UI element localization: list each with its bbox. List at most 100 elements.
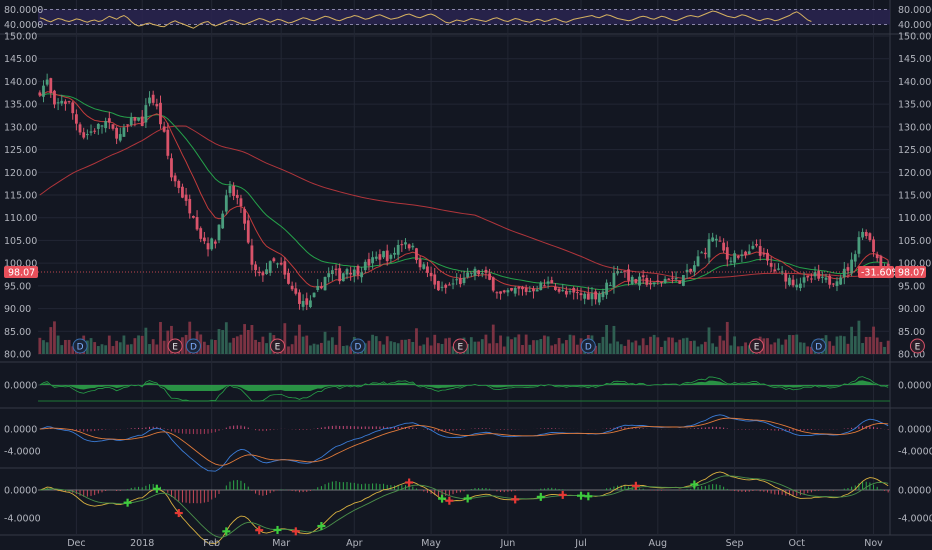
candle-body[interactable]	[202, 237, 206, 242]
candle-body[interactable]	[261, 272, 265, 276]
candle-body[interactable]	[177, 181, 181, 188]
buy-signal-marker[interactable]	[690, 480, 699, 489]
candle-body[interactable]	[411, 245, 415, 248]
buy-signal-marker[interactable]	[123, 498, 132, 507]
candle-body[interactable]	[652, 282, 656, 285]
candle-body[interactable]	[184, 194, 188, 201]
candle-body[interactable]	[623, 270, 627, 272]
candle-body[interactable]	[53, 90, 56, 105]
candle-body[interactable]	[480, 273, 484, 275]
candle-body[interactable]	[294, 288, 298, 294]
candle-body[interactable]	[96, 123, 100, 129]
candle-body[interactable]	[711, 237, 715, 242]
buy-signal-marker[interactable]	[438, 494, 447, 503]
candle-body[interactable]	[762, 253, 766, 255]
candle-body[interactable]	[221, 213, 225, 229]
candle-body[interactable]	[769, 262, 773, 267]
candle-body[interactable]	[875, 254, 879, 259]
candle-body[interactable]	[524, 287, 528, 292]
candle-body[interactable]	[385, 250, 389, 262]
candle-body[interactable]	[656, 280, 660, 282]
candle-body[interactable]	[356, 265, 360, 275]
candle-body[interactable]	[404, 242, 407, 245]
candle-body[interactable]	[415, 248, 418, 261]
candle-body[interactable]	[440, 286, 444, 288]
sell-signal-marker[interactable]	[405, 478, 414, 487]
earnings-marker[interactable]	[167, 338, 183, 354]
candle-body[interactable]	[181, 186, 184, 198]
candle-body[interactable]	[290, 285, 294, 290]
candle-body[interactable]	[129, 117, 133, 126]
candle-body[interactable]	[586, 293, 590, 300]
candle-body[interactable]	[601, 291, 605, 298]
candle-body[interactable]	[806, 275, 810, 278]
candle-body[interactable]	[689, 268, 693, 272]
sell-signal-marker[interactable]	[445, 496, 454, 505]
candle-body[interactable]	[561, 290, 565, 292]
buy-signal-marker[interactable]	[584, 492, 593, 501]
candle-body[interactable]	[641, 275, 645, 278]
candle-body[interactable]	[287, 272, 290, 284]
candle-body[interactable]	[473, 268, 477, 276]
candle-body[interactable]	[283, 261, 287, 275]
candle-body[interactable]	[469, 272, 473, 274]
oscillator-panel-3[interactable]: 0.0000 0.0000 -4.0000 -4.0000	[4, 471, 932, 545]
candle-body[interactable]	[195, 217, 199, 230]
candle-body[interactable]	[56, 102, 60, 104]
candle-body[interactable]	[111, 124, 115, 129]
candle-body[interactable]	[38, 92, 42, 96]
candle-body[interactable]	[393, 252, 396, 255]
candle-body[interactable]	[517, 286, 521, 289]
candle-body[interactable]	[506, 290, 510, 293]
candle-body[interactable]	[210, 238, 214, 250]
candle-body[interactable]	[714, 238, 718, 241]
candle-body[interactable]	[784, 273, 788, 282]
candle-body[interactable]	[828, 275, 832, 285]
candle-body[interactable]	[703, 252, 707, 255]
candle-body[interactable]	[649, 282, 652, 285]
candle-body[interactable]	[747, 251, 751, 255]
candle-body[interactable]	[597, 293, 601, 303]
candle-body[interactable]	[64, 101, 67, 104]
candle-body[interactable]	[740, 254, 744, 257]
candle-body[interactable]	[45, 79, 49, 85]
candle-body[interactable]	[118, 134, 122, 141]
candle-body[interactable]	[707, 239, 711, 258]
candle-body[interactable]	[605, 282, 609, 295]
candle-body[interactable]	[835, 281, 839, 286]
candle-body[interactable]	[824, 277, 828, 280]
candle-body[interactable]	[298, 292, 301, 304]
candle-body[interactable]	[378, 254, 382, 260]
candle-body[interactable]	[437, 281, 440, 291]
candle-body[interactable]	[71, 102, 75, 114]
candle-body[interactable]	[462, 277, 466, 284]
candle-body[interactable]	[510, 288, 513, 291]
candle-body[interactable]	[418, 259, 422, 268]
candle-body[interactable]	[455, 279, 459, 281]
candle-body[interactable]	[671, 277, 674, 279]
candle-body[interactable]	[429, 272, 433, 277]
candle-body[interactable]	[751, 245, 755, 249]
candle-body[interactable]	[674, 277, 678, 280]
candle-body[interactable]	[795, 284, 799, 288]
candle-body[interactable]	[729, 260, 733, 262]
candle-body[interactable]	[309, 300, 312, 308]
candle-body[interactable]	[667, 278, 671, 280]
candle-body[interactable]	[155, 104, 159, 107]
candle-body[interactable]	[630, 276, 634, 284]
candle-body[interactable]	[484, 269, 488, 273]
candle-body[interactable]	[199, 228, 203, 239]
price-panel[interactable]: 150.00 150.00 145.00 145.00 140.00 140.00 135.…	[4, 32, 931, 361]
candle-body[interactable]	[345, 269, 349, 275]
candle-body[interactable]	[788, 277, 791, 285]
earnings-marker[interactable]	[270, 338, 286, 354]
candle-body[interactable]	[777, 268, 780, 270]
candle-body[interactable]	[543, 285, 546, 287]
candle-body[interactable]	[444, 284, 448, 288]
candle-body[interactable]	[513, 287, 517, 294]
candle-body[interactable]	[725, 247, 729, 260]
buy-signal-marker[interactable]	[577, 491, 586, 500]
candle-body[interactable]	[733, 253, 736, 263]
candle-body[interactable]	[151, 94, 155, 103]
candle-body[interactable]	[334, 268, 338, 270]
